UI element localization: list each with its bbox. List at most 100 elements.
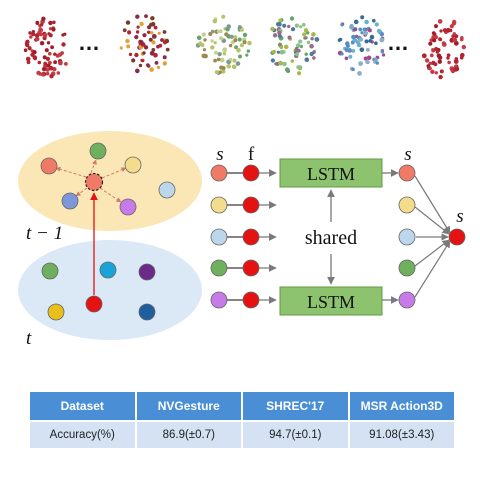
- s-input-label: s: [216, 144, 223, 165]
- cloud-point: [368, 28, 372, 32]
- cloud-point: [363, 27, 367, 31]
- cloud-point: [43, 55, 47, 59]
- header-msr-action3d: MSR Action3D: [350, 392, 455, 420]
- cloud-point: [155, 61, 159, 65]
- cloud-point: [278, 61, 283, 66]
- cloud-point: [36, 71, 40, 75]
- node-darkpurple: [139, 264, 155, 280]
- cloud-point: [310, 52, 314, 56]
- cloud-point: [139, 64, 142, 67]
- cloud-point: [360, 48, 365, 53]
- aggregate-arrow: [415, 240, 449, 266]
- aggregate-arrow: [415, 207, 449, 234]
- cloud-point: [45, 48, 49, 52]
- node-green: [42, 263, 58, 279]
- cloud-point: [443, 28, 447, 32]
- cloud-point: [210, 45, 214, 49]
- cloud-point: [452, 38, 457, 43]
- cloud-point: [229, 58, 232, 61]
- cloud-point: [280, 45, 284, 49]
- cloud-point: [374, 41, 378, 45]
- cloud-point: [428, 42, 432, 46]
- cloud-point: [376, 61, 379, 64]
- cloud-point: [126, 20, 130, 24]
- cloud-point: [226, 64, 231, 69]
- cloud-point: [158, 32, 161, 35]
- cloud-point: [437, 54, 442, 59]
- node-periwinkle: [62, 193, 78, 209]
- cloud-point: [427, 64, 431, 68]
- cloud-point: [153, 53, 158, 58]
- header-dataset: Dataset: [30, 392, 135, 420]
- cloud-point: [247, 49, 250, 52]
- cloud-point: [430, 70, 434, 74]
- cloud-point: [287, 25, 290, 28]
- cloud-point: [157, 66, 160, 69]
- lstm-box-top-label: LSTM: [307, 164, 355, 184]
- cloud-point: [202, 32, 206, 36]
- lstm-box-bottom-label: LSTM: [307, 292, 355, 312]
- cloud-point: [422, 53, 427, 58]
- cloud-point: [298, 40, 302, 44]
- cloud-point: [198, 41, 202, 45]
- cloud-point: [61, 42, 65, 46]
- f-feature-label: f: [248, 144, 255, 165]
- node-query-dashed: [86, 174, 103, 191]
- cloud-point: [460, 36, 463, 39]
- cloud-point: [147, 31, 150, 34]
- cloud-point: [152, 34, 157, 39]
- cloud-point: [238, 25, 242, 29]
- cloud-point: [284, 45, 289, 50]
- output-node-tan: [399, 197, 415, 213]
- cloud-point: [49, 74, 53, 78]
- cloud-point: [297, 49, 301, 53]
- cloud-point: [35, 21, 39, 25]
- cloud-point: [247, 41, 252, 46]
- cloud-point: [137, 26, 140, 29]
- cloud-point: [454, 59, 459, 64]
- s-output-label: s: [404, 144, 411, 165]
- cloud-point: [307, 41, 311, 45]
- cloud-point: [213, 59, 217, 63]
- cloud-point: [309, 44, 314, 49]
- cloud-point: [295, 24, 299, 28]
- cloud-point: [425, 58, 429, 62]
- cloud-point: [432, 31, 436, 35]
- cloud-point: [273, 33, 277, 37]
- cloud-point: [219, 71, 222, 74]
- input-node-green: [211, 260, 227, 276]
- cloud-point: [282, 62, 287, 67]
- frame-prev-label: t − 1: [26, 223, 63, 244]
- cloud-point: [288, 36, 292, 40]
- cloud-point: [58, 53, 62, 57]
- cloud-point: [149, 67, 154, 72]
- cloud-point: [375, 22, 379, 26]
- feature-node: [243, 260, 259, 276]
- point-cloud-frame-4: [270, 16, 319, 75]
- cloud-point: [144, 14, 148, 18]
- cloud-point: [151, 48, 155, 52]
- output-node-lightblue: [399, 229, 415, 245]
- header-nvgesture: NVGesture: [137, 392, 242, 420]
- cloud-point: [291, 59, 294, 62]
- cloud-point: [52, 21, 56, 25]
- cloud-point: [53, 53, 56, 56]
- cloud-point: [120, 46, 123, 49]
- cloud-point: [357, 71, 362, 76]
- cloud-point: [338, 39, 341, 42]
- cloud-point: [358, 28, 362, 32]
- point-cloud-frame-2: [120, 14, 170, 73]
- cloud-point: [232, 65, 237, 70]
- cloud-point: [24, 48, 28, 52]
- cloud-point: [238, 38, 242, 42]
- cloud-point: [214, 51, 218, 55]
- input-row: [211, 260, 276, 276]
- cloud-point: [432, 38, 436, 42]
- cloud-point: [365, 39, 369, 43]
- cloud-point: [236, 61, 241, 66]
- cloud-point: [450, 24, 454, 28]
- cell-metric: Accuracy(%): [30, 422, 135, 448]
- cloud-point: [291, 27, 295, 31]
- cloud-point: [139, 22, 143, 26]
- cloud-point: [439, 38, 443, 42]
